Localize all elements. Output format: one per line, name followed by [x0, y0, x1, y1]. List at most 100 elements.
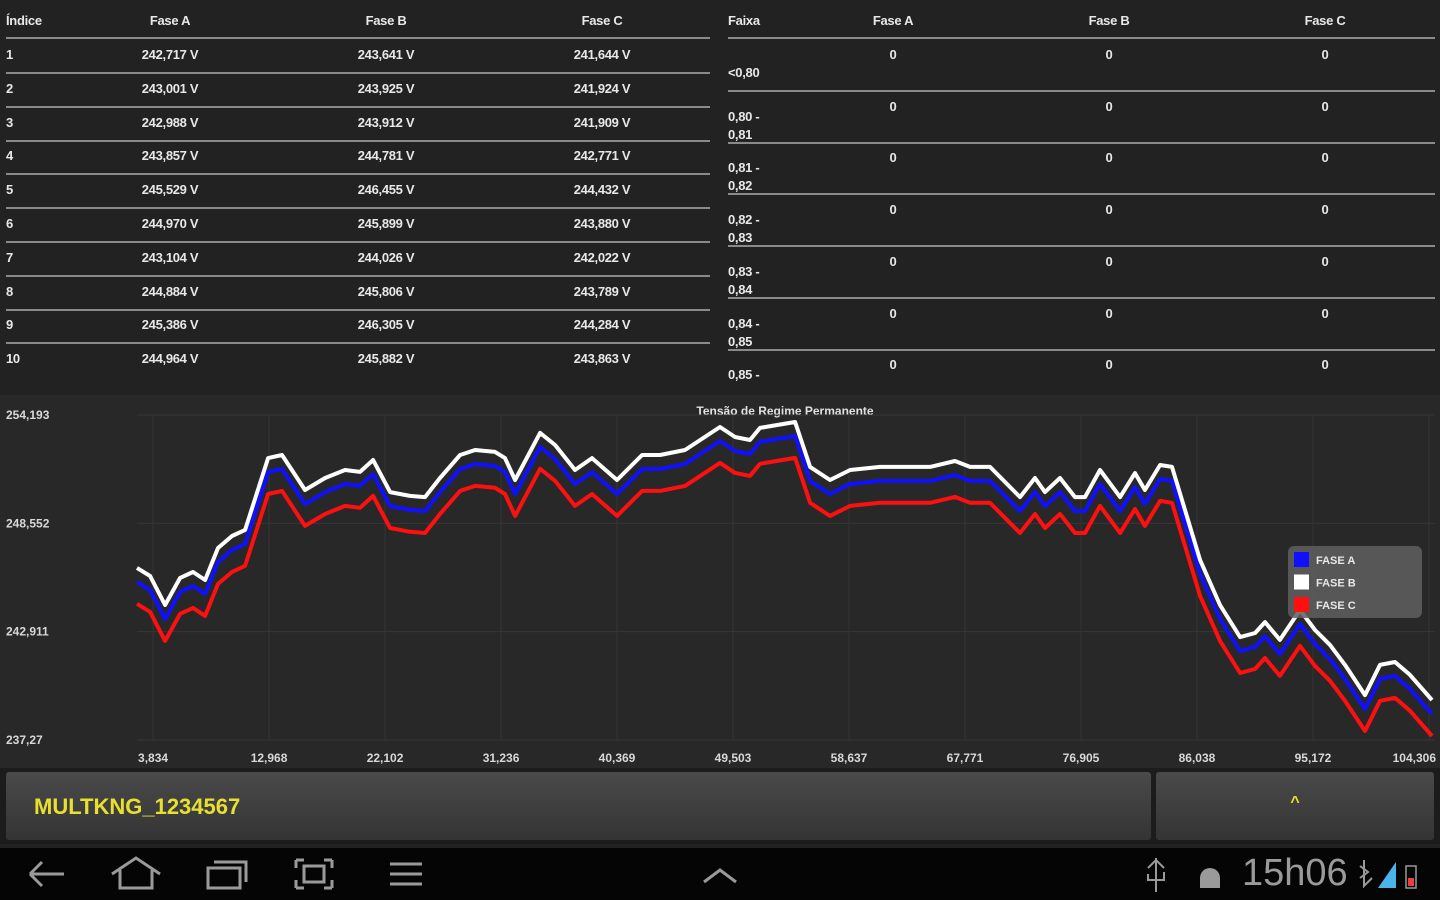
- x-tick-label: 76,905: [1063, 751, 1100, 765]
- device-name: MULTKNG_1234567: [34, 794, 241, 819]
- column-header: Fase B: [365, 13, 407, 28]
- table-cell: 244,970 V: [141, 216, 199, 231]
- home-icon[interactable]: [111, 856, 161, 890]
- menu-icon[interactable]: [390, 862, 422, 886]
- range-cell: 0,84 - 0,85: [728, 315, 760, 349]
- legend-swatch: [1294, 552, 1309, 567]
- usb-icon: [1147, 858, 1165, 892]
- table-cell: 241,909 V: [573, 114, 631, 130]
- table-cell: 0: [889, 202, 897, 218]
- table-cell: 243,001 V: [141, 80, 199, 96]
- table-cell: 0: [1321, 305, 1329, 321]
- x-tick-label: 95,172: [1295, 751, 1332, 765]
- table-cell: 4: [6, 148, 13, 164]
- x-tick-label: 40,369: [599, 751, 636, 765]
- legend-swatch: [1294, 574, 1309, 590]
- row-separator: [6, 105, 710, 108]
- table-cell: 6: [6, 216, 13, 231]
- x-tick-label: 58,637: [831, 751, 868, 765]
- table-cell: 0: [1321, 150, 1329, 166]
- chart: Tensão de Regime Permanente 237,27 242,91…: [0, 395, 1440, 768]
- column-header: Faixa: [728, 13, 760, 28]
- toggle-button[interactable]: ^: [1156, 772, 1434, 840]
- column-header: Fase B: [1088, 13, 1130, 28]
- screenshot-icon[interactable]: [294, 858, 334, 890]
- range-cell: 0,82 - 0,83: [728, 212, 760, 246]
- table-cell: 0: [1105, 47, 1113, 62]
- legend-box: [1288, 546, 1422, 618]
- up-icon[interactable]: [703, 868, 737, 884]
- table-cell: 5: [6, 182, 13, 198]
- table-cell: 8: [6, 283, 13, 299]
- y-tick-label: 254,193: [6, 408, 50, 422]
- table-cell: 0: [1321, 202, 1329, 218]
- column-header: Índice: [6, 13, 42, 28]
- table-cell: 0: [1321, 98, 1329, 114]
- table-cell: 0: [1105, 98, 1113, 114]
- table-cell: 241,644 V: [573, 47, 631, 62]
- legend-label: FASE B: [1316, 578, 1356, 590]
- table-cell: 242,022 V: [573, 249, 631, 265]
- table-cell: 0: [889, 253, 897, 269]
- back-icon[interactable]: [28, 860, 64, 888]
- table-cell: 0: [889, 98, 897, 114]
- legend-label: FASE C: [1316, 600, 1356, 612]
- row-separator: [6, 72, 710, 74]
- table-cell: 0: [1321, 357, 1329, 373]
- table-cell: 243,925 V: [357, 80, 415, 96]
- legend-swatch: [1294, 597, 1309, 612]
- table-cell: 245,529 V: [141, 182, 199, 198]
- x-tick-label: 86,038: [1179, 751, 1216, 765]
- table-cell: 243,641 V: [357, 47, 415, 62]
- table-cell: 242,988 V: [141, 114, 199, 130]
- table-cell: 244,026 V: [357, 249, 415, 265]
- table-cell: 0: [1321, 47, 1329, 62]
- toggle-label: ^: [1290, 794, 1300, 811]
- table-cell: 0: [889, 150, 897, 166]
- nav-icons: [28, 856, 1417, 892]
- table-cell: 243,863 V: [573, 351, 631, 367]
- column-header: Fase A: [149, 13, 191, 28]
- y-tick-label: 237,27: [6, 733, 43, 747]
- x-tick-label: 67,771: [947, 751, 984, 765]
- range-cell: 0,80 - 0,81: [728, 108, 760, 142]
- table-cell: 243,880 V: [573, 216, 631, 231]
- device-button[interactable]: MULTKNG_1234567: [6, 772, 1151, 840]
- table-cell: 2: [6, 80, 13, 96]
- row-separator: [728, 141, 1435, 144]
- table-cell: 0: [1105, 150, 1113, 166]
- table-cell: 0: [1105, 305, 1113, 321]
- series-line: [135, 420, 1434, 702]
- recent-icon[interactable]: [206, 860, 248, 890]
- x-tick-label: 31,236: [483, 751, 520, 765]
- table-cell: 243,912 V: [357, 114, 415, 130]
- x-tick-label: 12,968: [251, 751, 288, 765]
- battery-icon: [1405, 865, 1417, 889]
- table-cell: 0: [1105, 253, 1113, 269]
- series-line: [135, 434, 1434, 716]
- range-cell: 0,81 - 0,82: [728, 160, 760, 194]
- table-cell: 245,882 V: [357, 351, 415, 367]
- x-tick-label: 3,834: [138, 751, 168, 765]
- range-cell: 0,85 -: [728, 367, 760, 383]
- row-separator: [6, 241, 710, 243]
- table-cell: 243,104 V: [141, 249, 199, 265]
- row-separator: [6, 207, 710, 210]
- row-separator: [6, 308, 710, 311]
- clock: 15h06: [1242, 852, 1348, 894]
- y-tick-label: 248,552: [6, 516, 50, 530]
- x-tick-label: 49,503: [715, 751, 752, 765]
- battery-level: [1408, 878, 1414, 886]
- table-cell: 0: [1321, 253, 1329, 269]
- chart-background: [0, 395, 1440, 768]
- column-header: Fase A: [872, 13, 914, 28]
- chart-title: Tensão de Regime Permanente: [696, 404, 873, 418]
- android-icon: [1200, 868, 1220, 888]
- range-cell: <0,80: [728, 65, 760, 80]
- table-cell: 0: [889, 47, 897, 62]
- legend-label: FASE A: [1316, 555, 1355, 567]
- row-separator: [6, 173, 710, 176]
- row-separator: [6, 342, 710, 345]
- table-cell: 9: [6, 317, 13, 333]
